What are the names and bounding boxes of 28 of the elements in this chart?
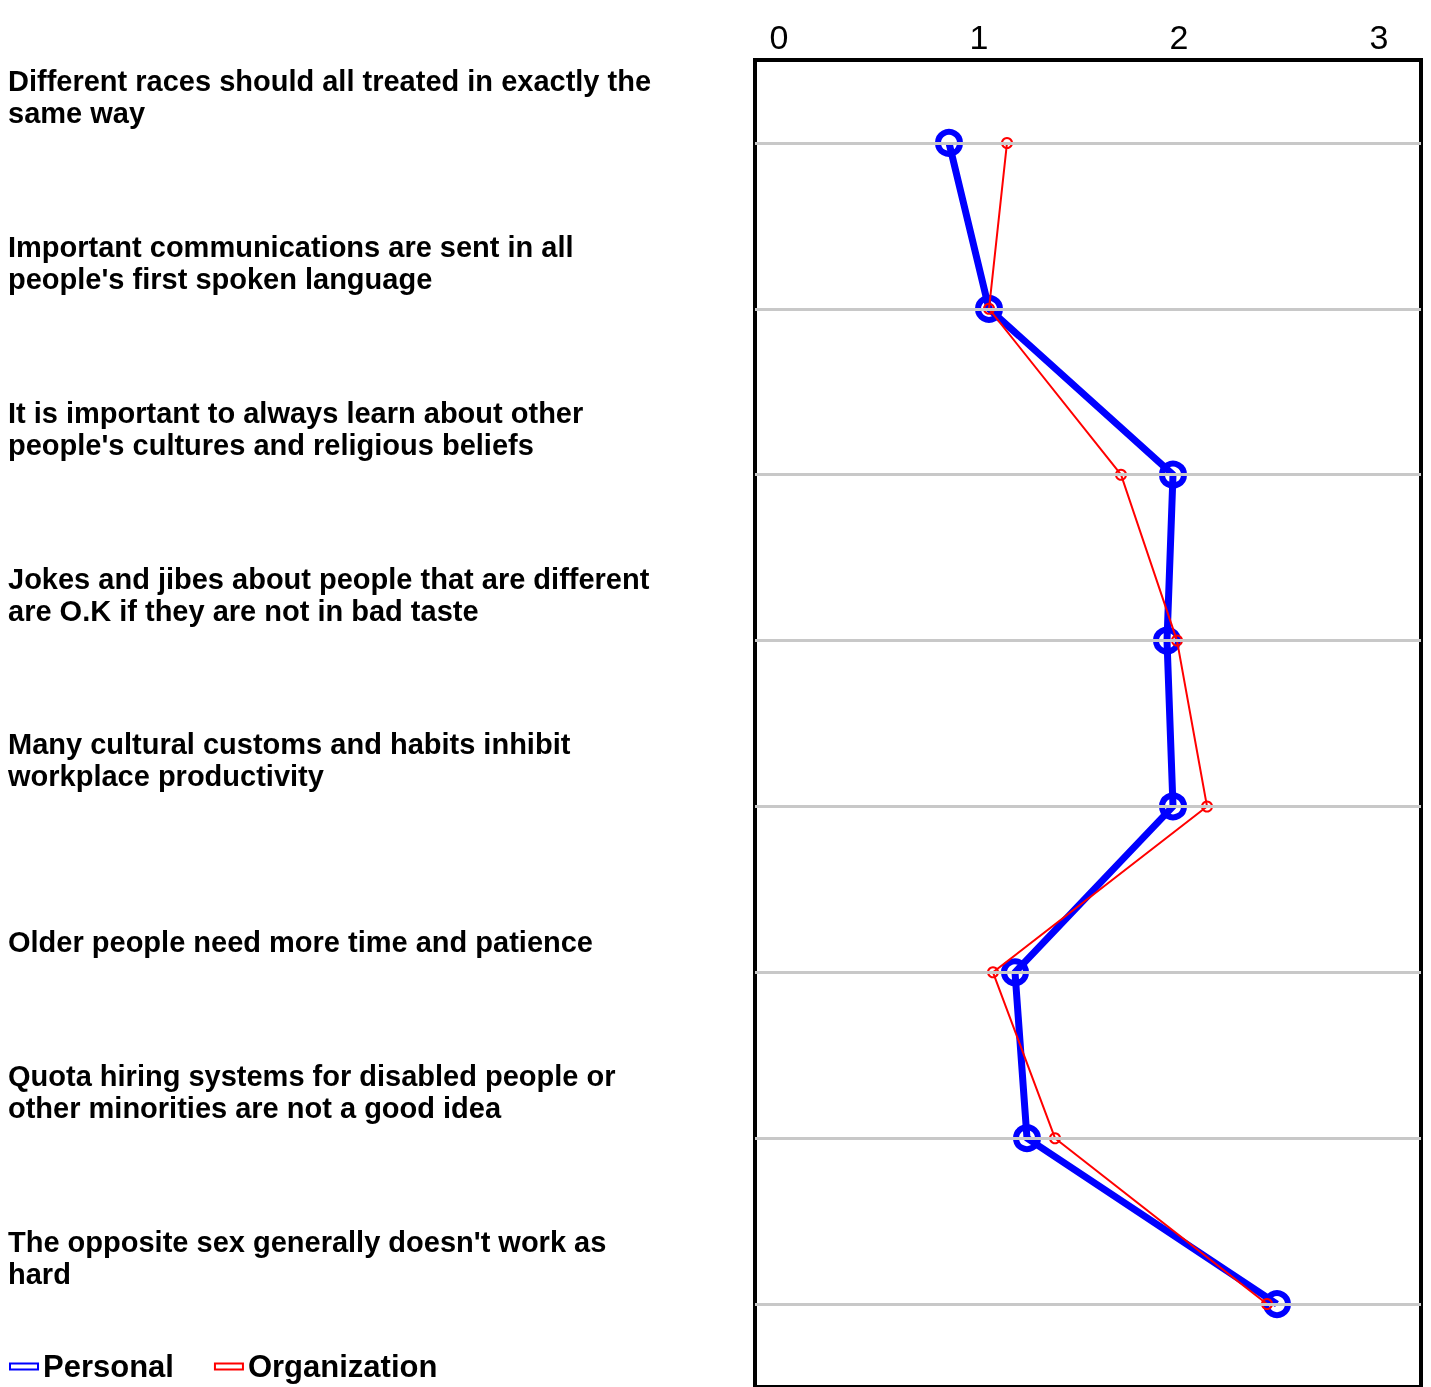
y-tick-label: Older people need more time and patience: [8, 926, 593, 959]
point: [1001, 136, 1013, 149]
point: [1049, 1132, 1061, 1145]
point: [1261, 1298, 1273, 1311]
point: [1159, 460, 1187, 489]
point: [1159, 792, 1187, 821]
x-tick-label: 3: [1369, 18, 1389, 56]
point: [935, 128, 963, 157]
point: [1171, 634, 1183, 647]
point: [1201, 800, 1213, 813]
x-tick-label: 1: [969, 18, 989, 56]
x-tick-label: 0: [769, 18, 789, 56]
legend-label: Organization: [247, 1349, 438, 1384]
x-tick-label: 2: [1169, 18, 1189, 56]
y-tick-label: The opposite sex generally doesn't work as hard: [8, 1226, 615, 1291]
point: [1115, 468, 1127, 481]
y-tick-label: Quota hiring systems for disabled people or other minorities are not a good idea: [8, 1060, 624, 1125]
y-tick-label: Important communications are sent in all people's first spoken language: [8, 230, 582, 295]
point: [1013, 1124, 1041, 1153]
point: [1263, 1290, 1291, 1319]
legend-label: Personal: [43, 1349, 174, 1384]
y-tick-label: Many cultural customs and habits inhibit workplace productivity: [7, 728, 579, 793]
point: [975, 294, 1003, 323]
point: [1001, 958, 1029, 987]
y-tick-label: Jokes and jibes about people that are different are O.K if they are not in bad taste: [8, 562, 658, 627]
y-tick-label: It is important to always learn about other people's cultures and religious beliefs: [8, 396, 592, 461]
y-tick-label: Different races should all treated in exactly the same way: [8, 64, 660, 129]
point: [987, 966, 999, 979]
